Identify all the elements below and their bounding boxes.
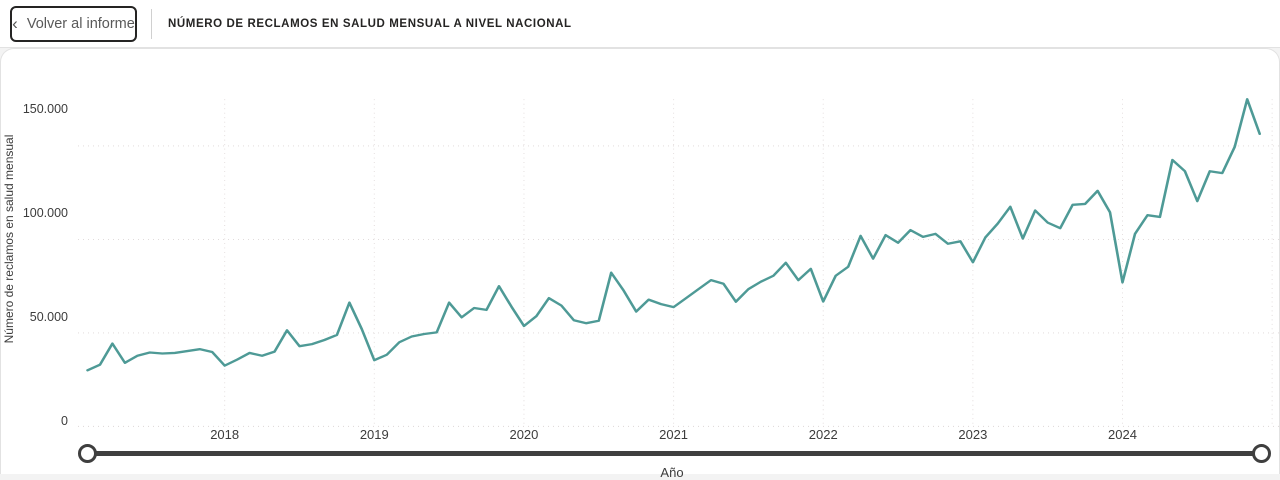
line-chart[interactable] <box>0 48 1280 474</box>
range-slider-track[interactable] <box>88 451 1262 456</box>
x-axis-tick-label: 2021 <box>659 427 689 442</box>
range-slider-left-handle[interactable] <box>78 444 97 463</box>
y-axis-title: Número de reclamos en salud mensual <box>2 134 16 344</box>
x-axis-tick-label: 2018 <box>210 427 240 442</box>
x-axis-title: Año <box>660 465 684 480</box>
x-axis-tick-label: 2020 <box>509 427 539 442</box>
y-axis-tick-label: 50.000 <box>29 310 68 324</box>
back-to-report-button[interactable]: ‹ Volver al informe <box>10 6 137 42</box>
x-axis-tick-label: 2024 <box>1108 427 1137 442</box>
y-axis-tick-label: 150.000 <box>22 102 68 116</box>
x-axis-tick-label: 2022 <box>808 427 838 442</box>
chart-title: NÚMERO DE RECLAMOS EN SALUD MENSUAL A NI… <box>168 18 572 30</box>
back-to-report-label: Volver al informe <box>26 16 135 32</box>
focus-mode-header: ‹ Volver al informe NÚMERO DE RECLAMOS E… <box>0 0 1280 48</box>
data-line[interactable] <box>86 98 1261 372</box>
x-axis-tick-label: 2019 <box>359 427 389 442</box>
header-divider <box>151 9 152 39</box>
range-slider-right-handle[interactable] <box>1252 444 1271 463</box>
x-axis-tick-label: 2023 <box>958 427 988 442</box>
gridlines <box>78 99 1280 427</box>
chevron-left-icon: ‹ <box>12 13 18 33</box>
y-axis-tick-label: 0 <box>61 414 68 428</box>
chart-card <box>0 48 1280 474</box>
y-axis-tick-label: 100.000 <box>22 206 68 220</box>
